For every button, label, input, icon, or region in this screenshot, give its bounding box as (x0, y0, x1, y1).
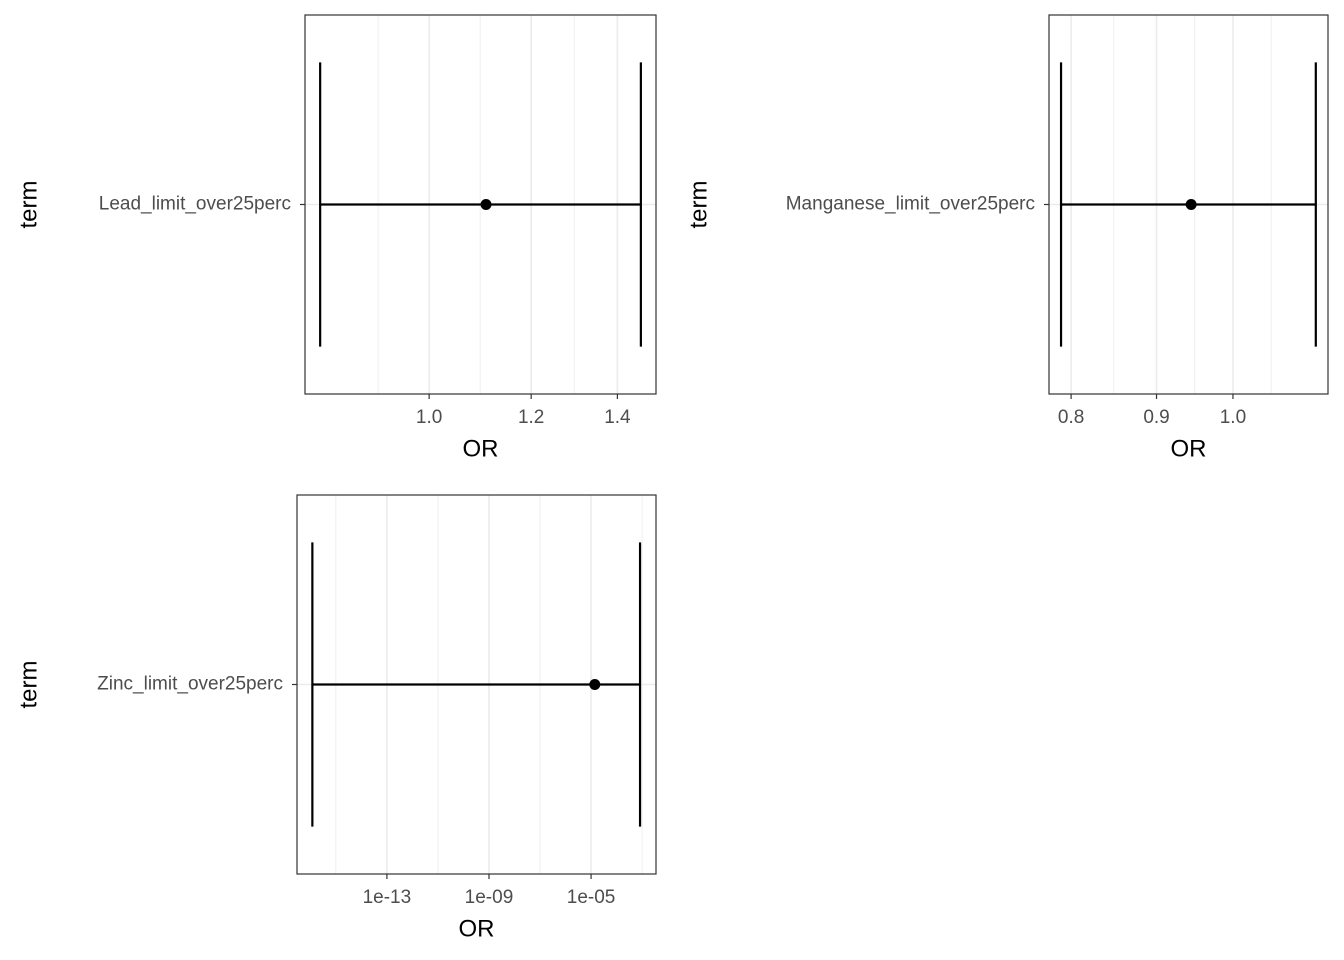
x-axis-title: OR (463, 435, 499, 462)
x-tick-label: 1.0 (1220, 407, 1246, 428)
panel-border (304, 14, 657, 395)
point (1185, 199, 1197, 210)
y-axis-title: term (15, 181, 42, 229)
x-tick-label: 1e-09 (465, 887, 514, 908)
panel-border (1048, 14, 1329, 395)
y-axis-title: term (685, 181, 712, 229)
y-axis-title: term (15, 661, 42, 709)
x-tick-label: 0.8 (1058, 407, 1084, 428)
x-tick-label: 1.2 (518, 407, 544, 428)
x-tick-label: 0.9 (1143, 407, 1169, 428)
panel-border (296, 494, 657, 875)
y-tick-label: Zinc_limit_over25perc (97, 674, 283, 695)
x-axis-title: OR (1171, 435, 1207, 462)
y-tick-label: Lead_limit_over25perc (99, 194, 291, 215)
x-tick-label: 1.4 (604, 407, 631, 428)
x-axis-title: OR (459, 915, 495, 942)
y-tick-label: Manganese_limit_over25perc (786, 194, 1035, 215)
point (589, 679, 601, 690)
x-tick-label: 1.0 (416, 407, 442, 428)
x-tick-label: 1e-13 (363, 887, 412, 908)
point (480, 199, 492, 210)
x-tick-label: 1e-05 (567, 887, 616, 908)
